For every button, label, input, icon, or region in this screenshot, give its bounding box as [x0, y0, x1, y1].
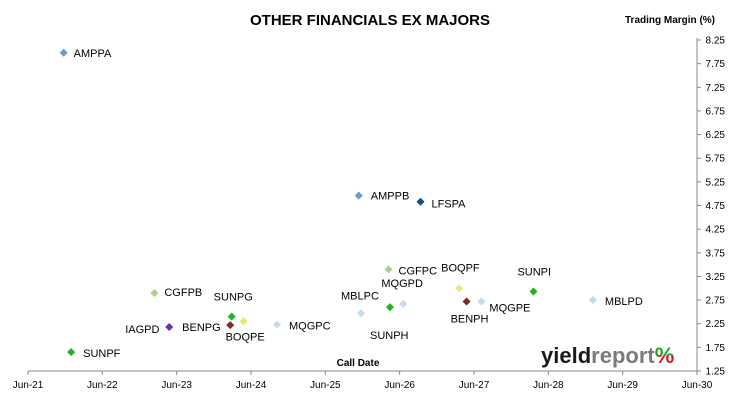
x-tick-label: Jun-29 — [607, 380, 638, 391]
data-points: AMPPA AMPPB LFSPA CGFPC BOQPF SUNPI CGFPB MBLPD… — [59, 48, 643, 360]
yieldreport-logo: yieldreport% — [541, 343, 674, 368]
y-tick-label: 7.75 — [706, 59, 726, 70]
data-point-mblpd — [588, 296, 597, 305]
data-label-mqgpe: MQGPE — [489, 302, 530, 314]
data-label-benph: BENPH — [451, 313, 489, 325]
data-label-cgfpb: CGFPB — [164, 287, 202, 299]
data-label-mqgpd: MQGPD — [381, 278, 423, 290]
data-label-amppb: AMPPB — [371, 191, 410, 203]
data-point-mqgpe — [477, 297, 486, 306]
y-tick-label: 5.25 — [706, 177, 726, 188]
data-point-benpg — [226, 321, 235, 330]
data-point-mblpc — [356, 309, 366, 318]
data-point-iagpd — [165, 322, 174, 332]
data-label-mblpd: MBLPD — [605, 296, 643, 308]
data-label-benpg: BENPG — [182, 322, 221, 334]
y-tick-label: 8.25 — [706, 36, 726, 47]
data-point-sunpg — [227, 312, 236, 321]
y-tick-label: 2.25 — [706, 319, 726, 330]
x-axis-ticks: Jun-21 Jun-22 Jun-23 Jun-24 Jun-25 Jun-26 Jun-… — [13, 371, 713, 391]
data-label-lfspa: LFSPA — [431, 199, 466, 211]
chart-title: OTHER FINANCIALS EX MAJORS — [250, 12, 490, 29]
x-tick-label: Jun-22 — [87, 380, 118, 391]
data-point-mqgpd — [399, 299, 408, 308]
data-point-boqpf — [455, 284, 464, 293]
y-tick-label: 6.25 — [706, 130, 726, 141]
data-label-sunph: SUNPH — [370, 330, 409, 342]
data-point-boqpe — [239, 317, 248, 326]
data-label-mqgpc: MQGPC — [289, 321, 331, 333]
x-tick-label: Jun-25 — [310, 380, 341, 391]
data-label-sunpi: SUNPI — [517, 267, 551, 279]
data-point-amppb — [354, 191, 363, 200]
x-tick-label: Jun-23 — [161, 380, 192, 391]
y-axis-ticks: 1.25 1.75 2.25 2.75 3.25 3.75 4.25 4.75 5.25 5.75… — [697, 36, 725, 378]
data-point-mqgpc — [272, 320, 282, 329]
data-point-amppa — [59, 48, 68, 57]
data-label-boqpe: BOQPE — [226, 331, 265, 343]
logo-word-yield: yield — [541, 343, 591, 368]
data-label-mblpc: MBLPC — [341, 290, 379, 302]
data-point-lfspa — [416, 197, 425, 206]
x-tick-label: Jun-24 — [236, 380, 267, 391]
data-label-iagpd: IAGPD — [125, 324, 159, 336]
data-point-sunpi — [529, 287, 538, 296]
x-tick-label: Jun-30 — [682, 380, 713, 391]
y-axis-title: Trading Margin (%) — [625, 15, 715, 26]
x-tick-label: Jun-28 — [533, 380, 564, 391]
data-point-cgfpb — [150, 288, 159, 298]
data-point-sunpf — [67, 348, 76, 357]
logo-percent-symbol: % — [655, 343, 675, 368]
y-tick-label: 4.25 — [706, 225, 726, 236]
x-tick-label: Jun-21 — [13, 380, 44, 391]
x-tick-label: Jun-26 — [384, 380, 415, 391]
y-tick-label: 5.75 — [706, 154, 726, 165]
y-tick-label: 3.75 — [706, 248, 726, 259]
data-point-sunph — [385, 303, 395, 312]
x-axis-title: Call Date — [337, 358, 380, 369]
data-label-cgfpc: CGFPC — [399, 265, 438, 277]
y-tick-label: 1.25 — [706, 367, 726, 378]
data-point-cgfpc — [384, 265, 393, 274]
data-label-amppa: AMPPA — [74, 48, 112, 60]
x-tick-label: Jun-27 — [459, 380, 490, 391]
data-label-sunpf: SUNPF — [83, 348, 121, 360]
data-label-boqpf: BOQPF — [441, 262, 480, 274]
y-tick-label: 1.75 — [706, 343, 726, 354]
y-tick-label: 4.75 — [706, 201, 726, 212]
svg-text:yieldreport%: yieldreport% — [541, 343, 674, 368]
y-tick-label: 7.25 — [706, 83, 726, 94]
y-tick-label: 2.75 — [706, 296, 726, 307]
data-point-benph — [462, 297, 471, 306]
logo-word-report: report — [591, 343, 655, 368]
y-tick-label: 3.25 — [706, 272, 726, 283]
data-label-sunpg: SUNPG — [214, 292, 253, 304]
y-tick-label: 6.75 — [706, 106, 726, 117]
